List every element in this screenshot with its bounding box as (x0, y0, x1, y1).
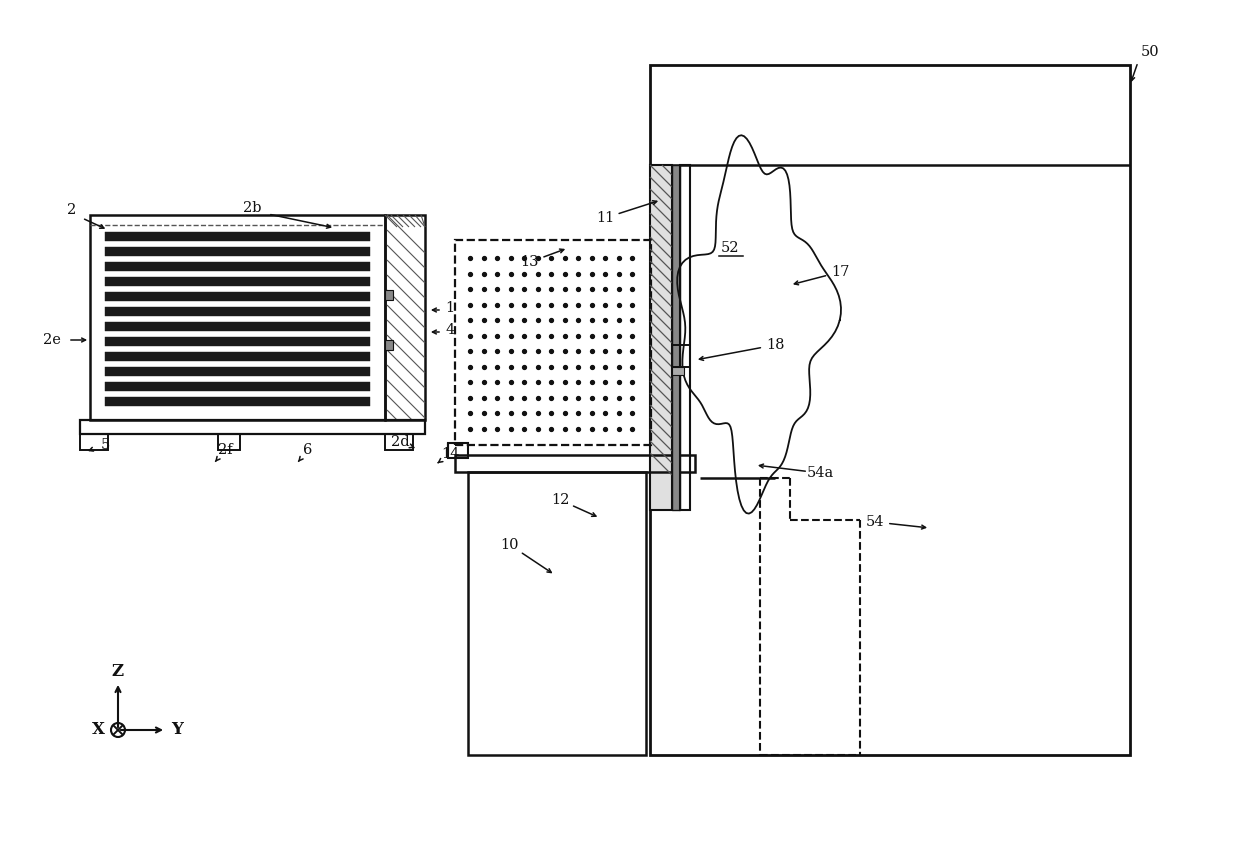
Bar (680, 165, 689, 510)
Bar (672, 165, 680, 510)
Text: 18: 18 (766, 338, 784, 352)
Bar (91, 215, 384, 420)
Text: 10: 10 (501, 538, 520, 552)
Text: 2e: 2e (43, 333, 61, 347)
Text: 52: 52 (720, 241, 739, 255)
Text: 14: 14 (440, 447, 459, 461)
Text: 12: 12 (551, 493, 569, 507)
Bar (672, 367, 684, 375)
Text: Z: Z (112, 662, 124, 679)
Bar (384, 340, 393, 350)
Text: Y: Y (171, 722, 184, 739)
Text: 54a: 54a (806, 466, 833, 480)
Text: 2f: 2f (218, 443, 232, 457)
Bar (650, 165, 672, 510)
Bar (81, 420, 425, 434)
Text: 17: 17 (831, 265, 849, 279)
Bar (384, 290, 393, 300)
Text: X: X (92, 722, 104, 739)
Text: 2b: 2b (243, 201, 262, 215)
Bar (384, 215, 425, 420)
Bar (455, 240, 651, 445)
Text: 5: 5 (100, 438, 109, 452)
Bar (105, 307, 370, 316)
Bar (105, 277, 370, 286)
Text: 11: 11 (596, 211, 614, 225)
Text: 50: 50 (1141, 45, 1159, 59)
Bar (218, 434, 241, 450)
Bar (105, 247, 370, 256)
Bar (105, 397, 370, 406)
Bar (105, 382, 370, 391)
Bar (384, 434, 413, 450)
Bar (448, 443, 467, 458)
Bar (105, 367, 370, 376)
Bar (672, 345, 689, 367)
Text: 6: 6 (304, 443, 312, 457)
Text: 4: 4 (445, 323, 455, 337)
Text: 2: 2 (67, 203, 77, 217)
Bar (105, 322, 370, 331)
Text: 2d: 2d (391, 435, 409, 449)
Bar (105, 232, 370, 241)
Bar (467, 472, 646, 755)
Bar (650, 65, 1130, 755)
Bar (455, 455, 694, 472)
Text: 13: 13 (521, 255, 539, 269)
Bar (105, 262, 370, 271)
Bar (105, 292, 370, 301)
Bar (105, 352, 370, 361)
Text: 54: 54 (866, 515, 884, 529)
Text: 1: 1 (445, 301, 455, 315)
Bar (105, 337, 370, 346)
Bar (81, 434, 108, 450)
